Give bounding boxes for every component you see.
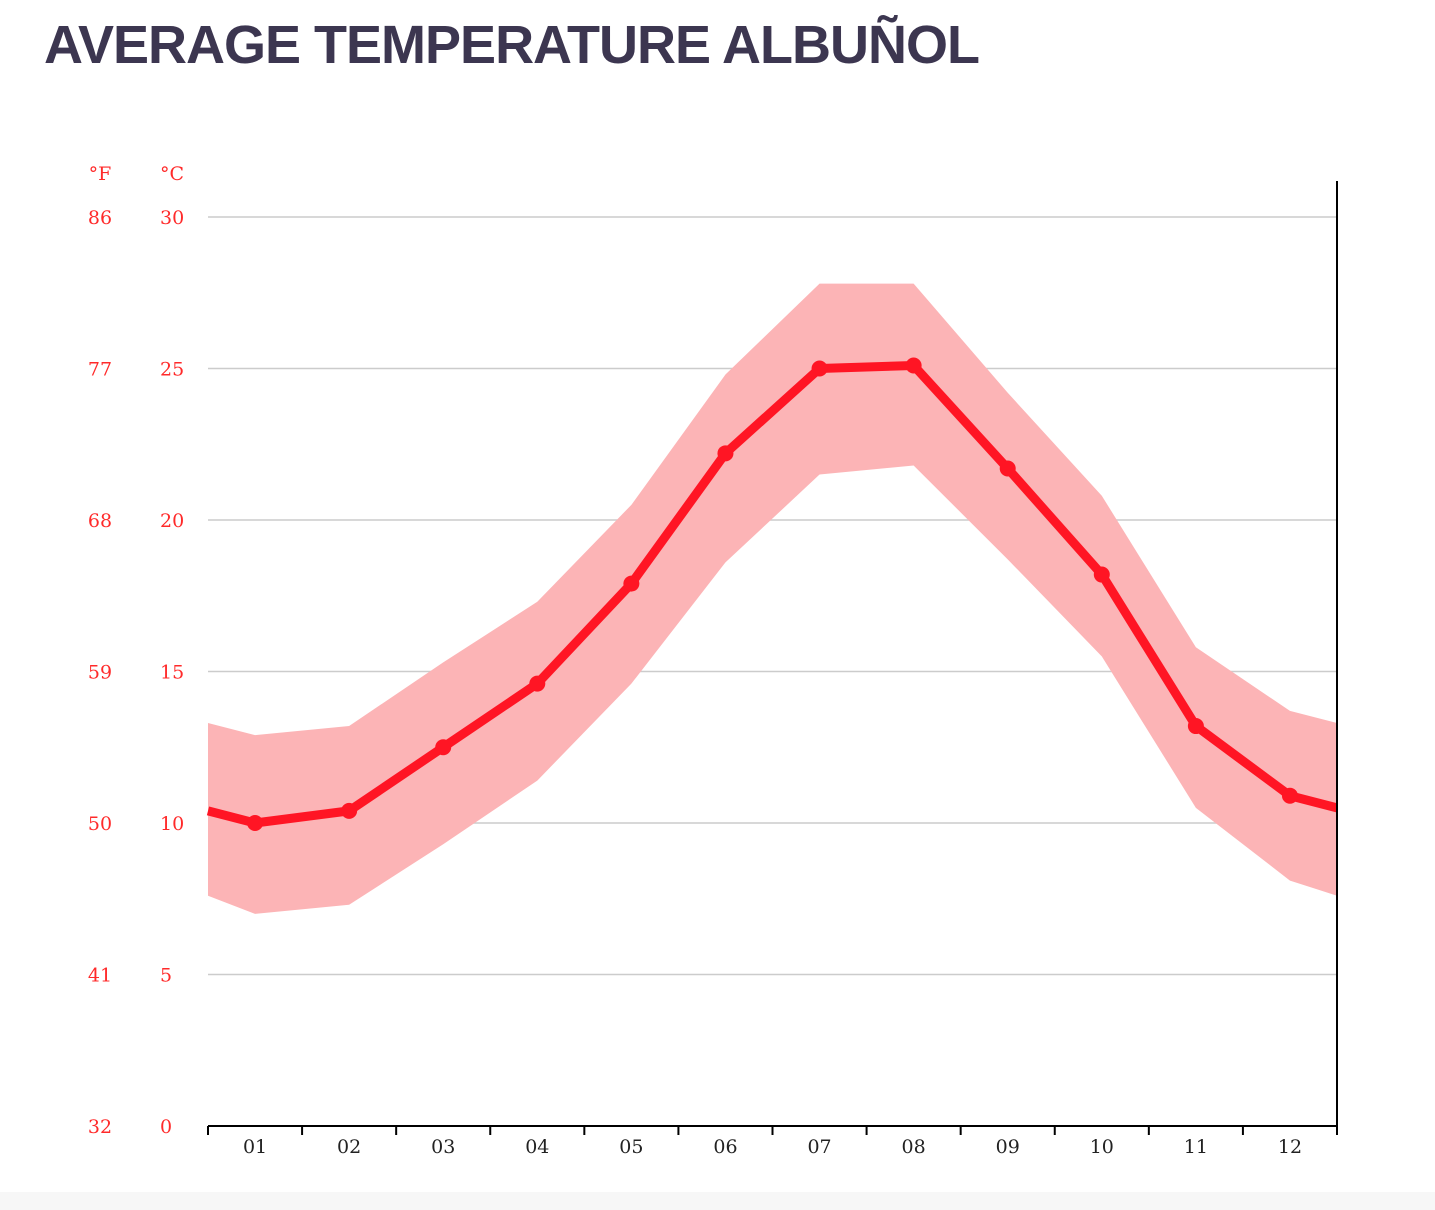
- avg-point-10: [1093, 566, 1110, 583]
- x-tick-label-01: 01: [243, 1136, 267, 1158]
- y-tick-celsius-20: 20: [160, 510, 184, 532]
- avg-point-01: [247, 815, 264, 831]
- avg-point-09: [999, 460, 1016, 477]
- x-tick-label-02: 02: [337, 1136, 361, 1158]
- avg-point-07: [811, 360, 828, 377]
- average-temperature-points: [247, 357, 1298, 831]
- average-temperature-line: [206, 360, 1339, 828]
- y-tick-celsius-0: 0: [160, 1116, 172, 1138]
- x-tick-label-06: 06: [713, 1136, 737, 1158]
- bottom-strip: [0, 1192, 1435, 1210]
- page-title: AVERAGE TEMPERATURE ALBUÑOL: [44, 15, 980, 75]
- y-tick-celsius-15: 15: [160, 662, 184, 684]
- y-tick-fahrenheit-32: 32: [88, 1116, 112, 1138]
- x-tick-label-04: 04: [525, 1136, 549, 1158]
- y-tick-celsius-30: 30: [160, 207, 184, 229]
- x-tick-label-11: 11: [1184, 1136, 1208, 1158]
- y-tick-fahrenheit-41: 41: [88, 965, 112, 987]
- x-tick-label-05: 05: [619, 1136, 643, 1158]
- x-tick-label-07: 07: [807, 1136, 831, 1158]
- x-tick-label-08: 08: [902, 1136, 926, 1158]
- avg-point-04: [529, 675, 546, 692]
- avg-point-03: [435, 739, 452, 756]
- avg-point-11: [1187, 718, 1204, 735]
- y-tick-celsius-10: 10: [160, 813, 184, 835]
- y-tick-fahrenheit-68: 68: [88, 510, 112, 532]
- axes: [207, 181, 1338, 1135]
- avg-point-12: [1281, 787, 1298, 804]
- avg-point-06: [717, 445, 734, 462]
- avg-point-08: [905, 357, 922, 374]
- axis-labels: °F °C 0 32 5 41 10 50 15 59 20 68 25 77 30 86 01 02 03 04…: [88, 163, 1302, 1158]
- y-tick-fahrenheit-86: 86: [88, 207, 112, 229]
- y-tick-celsius-25: 25: [160, 359, 184, 381]
- avg-point-05: [623, 575, 640, 592]
- fahrenheit-unit-label: °F: [89, 163, 112, 185]
- min-max-band: [208, 283, 1337, 914]
- y-tick-fahrenheit-77: 77: [88, 359, 112, 381]
- celsius-unit-label: °C: [160, 163, 184, 185]
- y-tick-fahrenheit-59: 59: [88, 662, 112, 684]
- x-tick-label-10: 10: [1090, 1136, 1114, 1158]
- y-tick-celsius-5: 5: [160, 965, 172, 987]
- y-tick-fahrenheit-50: 50: [88, 813, 112, 835]
- x-tick-label-12: 12: [1278, 1136, 1302, 1158]
- avg-point-02: [341, 802, 358, 819]
- x-tick-label-09: 09: [996, 1136, 1020, 1158]
- x-tick-label-03: 03: [431, 1136, 455, 1158]
